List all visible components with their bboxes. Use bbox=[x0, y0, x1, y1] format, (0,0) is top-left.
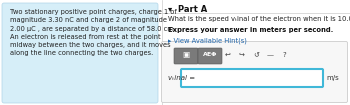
Text: ?: ? bbox=[282, 52, 286, 58]
Text: Express your answer in meters per second.: Express your answer in meters per second… bbox=[168, 27, 333, 33]
Text: ▣: ▣ bbox=[182, 51, 190, 60]
Text: ↺: ↺ bbox=[253, 52, 259, 58]
FancyBboxPatch shape bbox=[174, 48, 198, 64]
FancyBboxPatch shape bbox=[198, 48, 222, 64]
Text: What is the speed vₜinal of the electron when it is 10.0 cm from charge 1?: What is the speed vₜinal of the electron… bbox=[168, 16, 350, 22]
FancyBboxPatch shape bbox=[161, 41, 348, 102]
FancyBboxPatch shape bbox=[181, 69, 323, 87]
Text: AEΦ: AEΦ bbox=[203, 52, 217, 58]
Text: ↩: ↩ bbox=[225, 52, 231, 58]
Text: ▾  Part A: ▾ Part A bbox=[168, 5, 207, 14]
Text: ▸ View Available Hint(s): ▸ View Available Hint(s) bbox=[168, 37, 247, 43]
Text: vₜinal =: vₜinal = bbox=[168, 75, 195, 81]
Text: —: — bbox=[266, 52, 273, 58]
Text: ↪: ↪ bbox=[239, 52, 245, 58]
Text: m/s: m/s bbox=[326, 75, 339, 81]
Text: Two stationary positive point charges, charge 1 of
magnitude 3.30 nC and charge : Two stationary positive point charges, c… bbox=[10, 9, 177, 56]
FancyBboxPatch shape bbox=[2, 3, 158, 103]
